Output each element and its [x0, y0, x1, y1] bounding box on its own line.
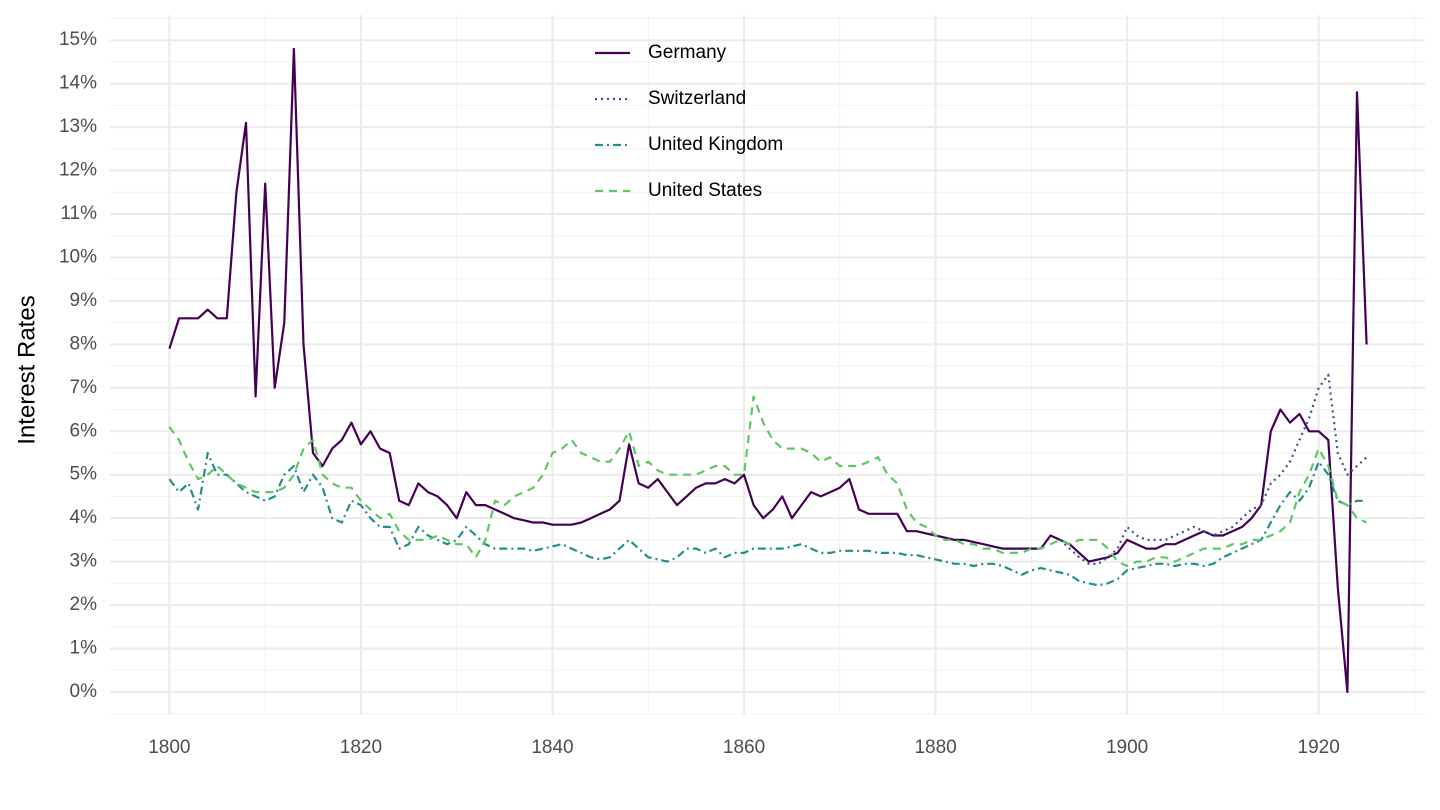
line-series: [168, 47, 1368, 694]
y-tick-label: 14%: [59, 73, 97, 94]
y-tick-label: 8%: [70, 333, 98, 354]
x-tick-label: 1840: [531, 737, 573, 758]
line-series: [168, 451, 1367, 587]
x-tick-label: 1880: [914, 737, 956, 758]
y-tick-label: 6%: [70, 420, 98, 441]
x-tick-label: 1820: [340, 737, 382, 758]
y-tick-label: 12%: [59, 160, 97, 181]
line-series: [168, 395, 1368, 568]
x-tick-label: 1920: [1298, 737, 1340, 758]
y-tick-label: 5%: [70, 464, 98, 485]
y-tick-label: 13%: [59, 116, 97, 137]
legend-label: United States: [648, 180, 762, 201]
y-tick-label: 2%: [70, 594, 98, 615]
legend-label: Switzerland: [648, 88, 746, 109]
y-tick-label: 7%: [70, 377, 98, 398]
y-tick-label: 0%: [70, 681, 98, 702]
x-tick-label: 1860: [723, 737, 765, 758]
y-tick-label: 10%: [59, 246, 97, 267]
y-tick-label: 11%: [60, 203, 97, 224]
x-tick-label: 1800: [148, 737, 190, 758]
y-tick-label: 4%: [70, 507, 98, 528]
legend-label: Germany: [648, 42, 727, 63]
legend-label: United Kingdom: [648, 134, 783, 155]
x-tick-label: 1900: [1106, 737, 1148, 758]
y-tick-label: 3%: [70, 551, 98, 572]
y-axis-label: Interest Rates: [13, 295, 40, 444]
y-tick-label: 15%: [59, 29, 97, 50]
y-tick-label: 1%: [70, 638, 98, 659]
y-tick-label: 9%: [70, 290, 98, 311]
